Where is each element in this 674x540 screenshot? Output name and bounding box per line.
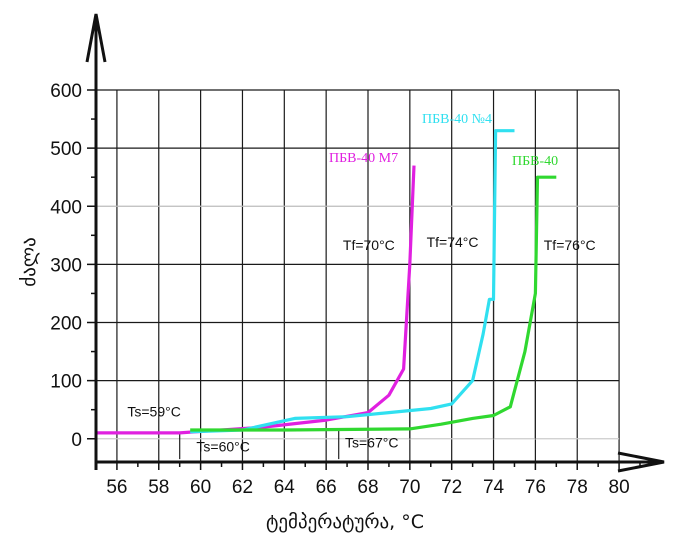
annotations: Ts=59°C Ts=60°C Ts=67°C Tf=70°C Tf=74°C Tf=76… [127,234,595,455]
y-axis-label: ძალა [18,237,40,286]
x-tick-label: 70 [399,477,420,498]
series-group [96,129,557,435]
temperature-annotation: Tf=76°C [544,237,596,253]
temperature-annotation: Ts=60°C [196,439,249,455]
x-tick-label: 78 [567,477,588,498]
y-tick-label: 400 [50,197,82,218]
grid [96,89,620,462]
x-tick-label: 80 [609,477,630,498]
y-tick-label: 200 [50,314,82,335]
series-line-2 [190,129,515,434]
tick-labels: 56 58 60 62 64 66 68 70 72 74 76 78 80 0 100 200 300 400 5… [50,81,629,498]
temperature-annotation: Ts=59°C [127,404,180,420]
x-tick-label: 62 [232,477,253,498]
y-tick-label: 500 [50,139,82,160]
x-axis-label: ტემპერატურა, °C [266,511,424,533]
temperature-annotation: Tf=70°C [343,237,395,253]
x-tick-label: 66 [316,477,337,498]
temperature-annotation: Ts=67°C [345,434,398,450]
series-label-2: ПБВ-40 №4 [422,112,492,127]
y-tick-label: 600 [50,81,82,102]
series-line-3 [190,175,557,432]
x-tick-label: 68 [357,477,378,498]
series-labels: ПБВ-40 М7 ПБВ-40 №4 ПБВ-40 [329,112,558,169]
x-tick-label: 60 [190,477,211,498]
x-tick-label: 72 [441,477,462,498]
x-tick-label: 76 [525,477,546,498]
y-axis-arrow [85,13,107,63]
axes [85,13,665,473]
x-tick-label: 74 [483,477,505,498]
series-label-1: ПБВ-40 М7 [329,151,398,166]
series-label-3: ПБВ-40 [512,154,558,169]
x-axis-arrow [617,451,665,473]
x-tick-label: 64 [274,477,296,498]
x-tick-label: 56 [106,477,127,498]
y-tick-label: 0 [71,430,82,451]
x-tick-label: 58 [148,477,169,498]
y-tick-label: 300 [50,255,82,276]
y-tick-label: 100 [50,372,82,393]
temperature-annotation: Tf=74°C [427,234,479,250]
